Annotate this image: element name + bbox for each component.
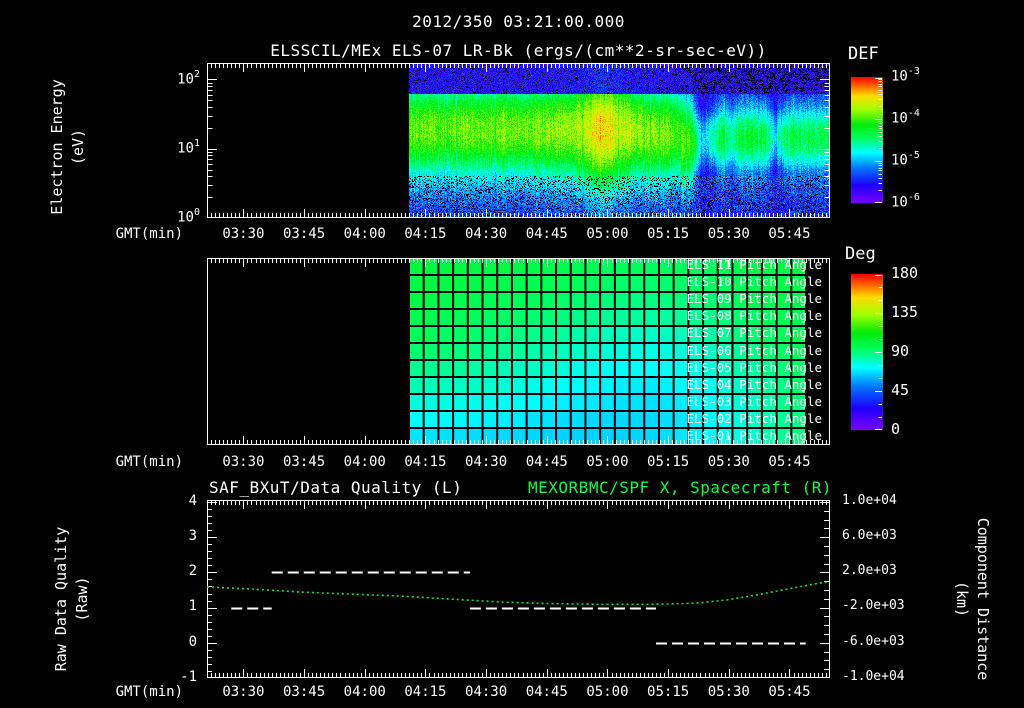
quality-left-ytick--1: -1	[180, 669, 197, 685]
quality-left-ytick-2: 2	[188, 563, 197, 579]
quality-left-axis-title-line2: (Raw)	[73, 576, 91, 622]
quality-right-axis-title-line1: Component Distance	[974, 517, 992, 681]
time-tick-spectrogram-04:30: 04:30	[465, 226, 508, 242]
quality-right-ytick--2.0e+03: -2.0e+03	[842, 598, 905, 613]
plot-title-datetime: 2012/350 03:21:00.000	[412, 12, 625, 31]
time-tick-spectrogram-04:00: 04:00	[343, 226, 386, 242]
time-tick-spectrogram-03:45: 03:45	[283, 226, 326, 242]
time-tick-spectrogram-05:15: 05:15	[647, 226, 690, 242]
pitch-row-label-10: ELS-10 Pitch Angle	[686, 274, 822, 290]
time-tick-pitch-04:00: 04:00	[343, 454, 386, 470]
quality-left-ytick-3: 3	[188, 528, 197, 544]
deg-colorbar-tick-135: 135	[891, 303, 919, 321]
time-tick-pitch-04:45: 04:45	[525, 454, 568, 470]
pitch-row-label-11: ELS-11 Pitch Angle	[686, 257, 822, 272]
time-tick-quality-03:30: 03:30	[222, 684, 265, 700]
time-tick-spectrogram-05:00: 05:00	[586, 226, 629, 242]
pitch-row-label-2: ELS-02 Pitch Angle	[686, 410, 822, 426]
pitch-row-label-1: ELS-01 Pitch Angle	[686, 428, 822, 443]
spectrogram-ytick-2: 100	[177, 207, 200, 226]
spectrogram-y-axis-title: Electron Energy (eV)	[47, 37, 89, 257]
quality-right-ytick--1.0e+04: -1.0e+04	[842, 669, 905, 684]
time-tick-quality-04:45: 04:45	[525, 684, 568, 700]
deg-colorbar-tick-180: 180	[891, 264, 919, 282]
quality-left-axis-title-line1: Raw Data Quality	[52, 526, 70, 672]
time-tick-spectrogram-05:30: 05:30	[707, 226, 750, 242]
quality-left-axis-title: Raw Data Quality (Raw)	[51, 489, 93, 708]
quality-right-axis-title-line2: (km)	[953, 580, 971, 618]
time-tick-pitch-05:45: 05:45	[768, 454, 811, 470]
time-tick-pitch-04:15: 04:15	[404, 454, 447, 470]
spectrogram-y-axis-title-line2: (eV)	[69, 128, 87, 166]
deg-colorbar-tick-0: 0	[891, 420, 901, 438]
time-tick-pitch-03:45: 03:45	[283, 454, 326, 470]
time-tick-quality-05:30: 05:30	[707, 684, 750, 700]
spectrogram-y-axis-title-line1: Electron Energy	[48, 79, 66, 215]
time-tick-quality-04:00: 04:00	[343, 684, 386, 700]
spectrogram-ytick-0: 102	[177, 69, 200, 88]
deg-colorbar-label: Deg	[845, 244, 876, 264]
pitch-row-label-5: ELS-05 Pitch Angle	[686, 359, 822, 375]
time-tick-pitch-03:30: 03:30	[222, 454, 265, 470]
quality-series-title-right: MEXORBMC/SPF X, Spacecraft (R)	[528, 478, 832, 497]
quality-right-ytick--6.0e+03: -6.0e+03	[842, 634, 905, 649]
plot-title-instrument: ELSSCIL/MEx ELS-07 LR-Bk (ergs/(cm**2-sr…	[270, 41, 767, 60]
quality-line-canvas	[207, 500, 830, 678]
pitch-row-label-4: ELS-04 Pitch Angle	[686, 376, 822, 392]
gmt-label-quality: GMT(min)	[115, 684, 183, 700]
deg-colorbar-tick-90: 90	[891, 342, 910, 360]
time-tick-pitch-05:30: 05:30	[707, 454, 750, 470]
quality-left-ytick-0: 0	[188, 634, 197, 650]
quality-series-title-left: SAF_BXuT/Data Quality (L)	[209, 478, 463, 497]
spectrogram-ytick-1: 101	[177, 138, 200, 157]
time-tick-pitch-05:15: 05:15	[647, 454, 690, 470]
pitch-row-label-8: ELS-08 Pitch Angle	[686, 308, 822, 324]
deg-colorbar-tick-45: 45	[891, 381, 910, 399]
pitch-angle-canvas	[207, 258, 830, 445]
time-tick-quality-03:45: 03:45	[283, 684, 326, 700]
gmt-label-pitch: GMT(min)	[115, 454, 183, 470]
time-tick-spectrogram-03:30: 03:30	[222, 226, 265, 242]
time-tick-spectrogram-05:45: 05:45	[768, 226, 811, 242]
def-colorbar-tick-2: 10-5	[891, 150, 920, 169]
pitch-row-label-7: ELS-07 Pitch Angle	[686, 325, 822, 341]
time-tick-quality-05:15: 05:15	[647, 684, 690, 700]
pitch-row-label-3: ELS-03 Pitch Angle	[686, 393, 822, 409]
time-tick-quality-04:15: 04:15	[404, 684, 447, 700]
spectrogram-canvas	[207, 63, 830, 218]
pitch-row-label-9: ELS-09 Pitch Angle	[686, 291, 822, 307]
time-tick-quality-05:00: 05:00	[586, 684, 629, 700]
time-tick-spectrogram-04:15: 04:15	[404, 226, 447, 242]
def-colorbar-tick-0: 10-3	[891, 66, 920, 85]
time-tick-spectrogram-04:45: 04:45	[525, 226, 568, 242]
quality-right-ytick-1.0e+04: 1.0e+04	[842, 493, 897, 508]
quality-right-ytick-2.0e+03: 2.0e+03	[842, 563, 897, 578]
quality-left-ytick-1: 1	[188, 598, 197, 614]
def-colorbar-label: DEF	[848, 44, 879, 64]
time-tick-pitch-04:30: 04:30	[465, 454, 508, 470]
time-tick-pitch-05:00: 05:00	[586, 454, 629, 470]
time-tick-quality-05:45: 05:45	[768, 684, 811, 700]
quality-right-ytick-6.0e+03: 6.0e+03	[842, 528, 897, 543]
def-colorbar-tick-3: 10-6	[891, 192, 920, 211]
time-tick-quality-04:30: 04:30	[465, 684, 508, 700]
pitch-row-label-6: ELS-06 Pitch Angle	[686, 342, 822, 358]
def-colorbar-tick-1: 10-4	[891, 108, 920, 127]
deg-colorbar-canvas	[851, 274, 883, 430]
def-colorbar-canvas	[851, 77, 883, 203]
quality-right-axis-title: Component Distance (km)	[951, 479, 993, 708]
quality-left-ytick-4: 4	[188, 493, 197, 509]
gmt-label-spectrogram: GMT(min)	[115, 226, 183, 242]
